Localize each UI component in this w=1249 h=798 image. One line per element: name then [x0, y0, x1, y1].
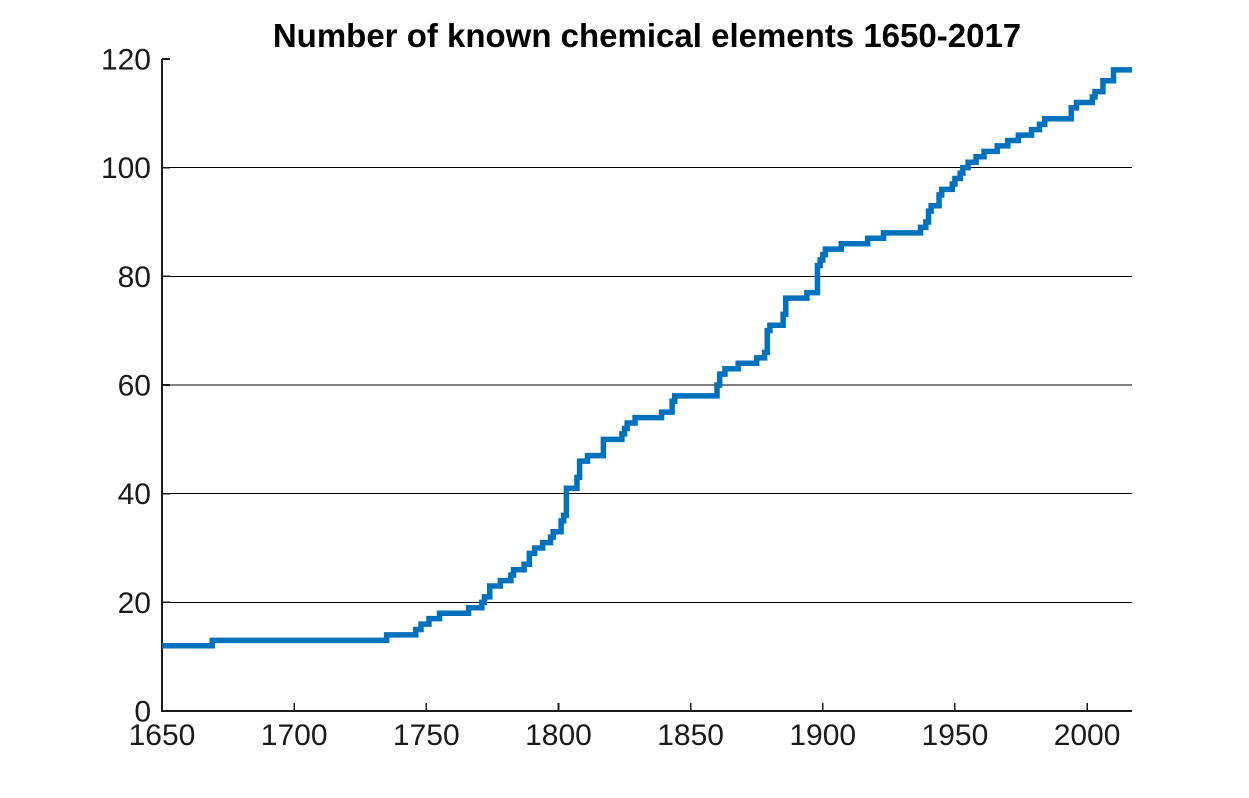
y-tick-label-40: 40 [118, 478, 151, 511]
x-tick-labels: 1650 1700 1750 1800 1850 1900 1950 2000 [129, 719, 1121, 752]
y-tick-label-20: 20 [118, 587, 151, 620]
gridlines [162, 167, 1132, 603]
y-tick-label-80: 80 [118, 261, 151, 294]
x-tick-label-1800: 1800 [525, 719, 592, 752]
y-tick-label-0: 0 [134, 696, 151, 729]
x-tick-label-1950: 1950 [922, 719, 989, 752]
x-tick-label-1700: 1700 [261, 719, 328, 752]
x-tick-label-1650: 1650 [129, 719, 196, 752]
y-tick-label-120: 120 [101, 44, 151, 77]
series-path [162, 67, 1132, 649]
y-tick-label-100: 100 [101, 152, 151, 185]
x-tick-label-2000: 2000 [1054, 719, 1121, 752]
series-line [162, 67, 1132, 649]
chart-title: Number of known chemical elements 1650-2… [273, 17, 1021, 54]
x-tick-label-1850: 1850 [657, 719, 724, 752]
x-tick-label-1900: 1900 [789, 719, 856, 752]
tick-marks [161, 58, 1088, 712]
y-tick-label-60: 60 [118, 370, 151, 403]
x-tick-label-1750: 1750 [393, 719, 460, 752]
y-tick-labels: 0 20 40 60 80 100 120 [101, 44, 151, 729]
